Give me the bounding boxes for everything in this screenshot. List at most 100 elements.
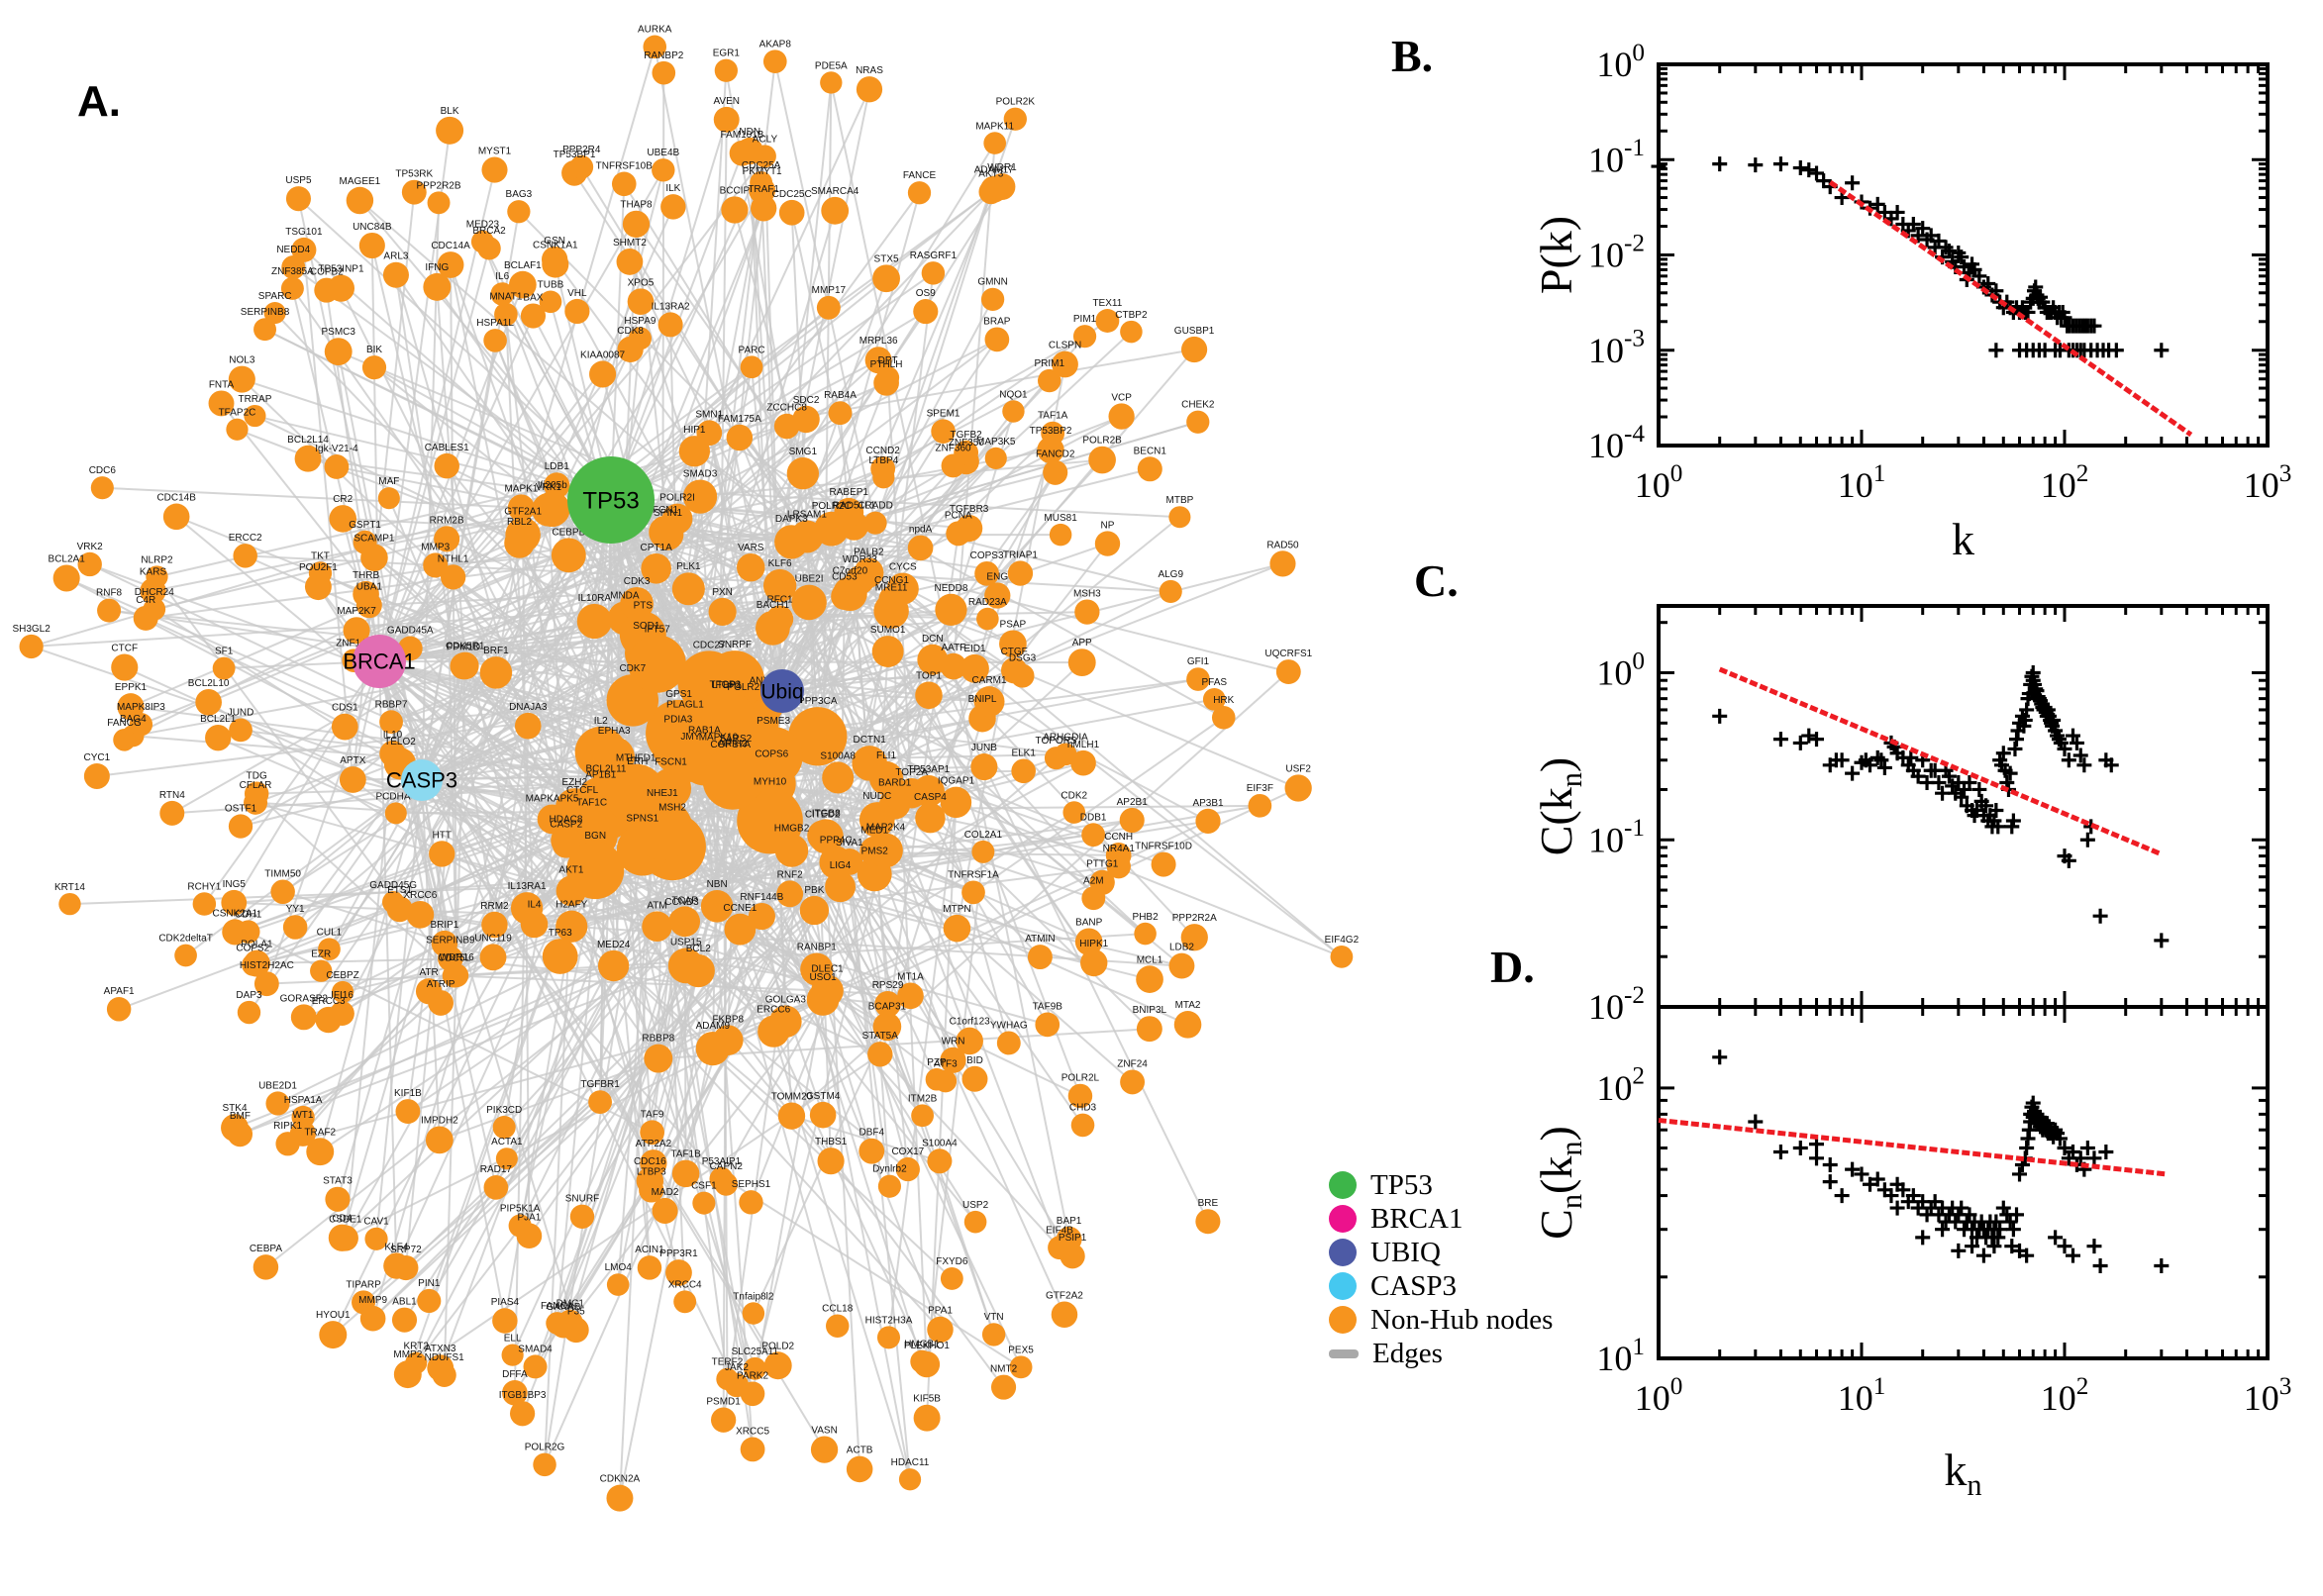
network-node-label: TAF1A <box>1038 411 1068 422</box>
svg-text:C(kn): C(kn) <box>1540 757 1588 856</box>
network-node <box>1070 1113 1095 1138</box>
network-node-label: JUNB <box>971 743 997 753</box>
network-node-label: TIMM50 <box>264 868 301 879</box>
network-node-label: NOL3 <box>229 355 255 366</box>
network-node-label: RAB4A <box>824 390 857 401</box>
node-circle-icon <box>1329 1205 1357 1233</box>
svg-text:102: 102 <box>1596 1063 1645 1108</box>
network-node-label: PKMYT1 <box>743 166 782 177</box>
network-node-label: MAPK11 <box>975 121 1014 132</box>
network-node-label: NR4A1 <box>1103 844 1136 854</box>
network-node-label: TAF1C <box>576 798 607 809</box>
network-node-label: SOD1 <box>633 621 660 632</box>
network-node <box>1168 506 1191 529</box>
network-node-label: CD4 <box>332 1214 352 1225</box>
network-node <box>427 1354 454 1382</box>
network-node <box>1120 320 1143 344</box>
network-node <box>763 1351 792 1380</box>
network-node <box>481 911 508 939</box>
network-node <box>716 1367 739 1391</box>
network-node-label: TRIAP1 <box>1003 549 1038 560</box>
network-node <box>788 707 848 766</box>
network-node-label: SCAMP1 <box>354 533 395 544</box>
network-node <box>1049 523 1072 547</box>
network-node-label: TFCP2 <box>709 679 741 690</box>
legend: TP53 BRCA1 UBIQ CASP3 Non-Hub nodes Edges <box>1329 1168 1553 1369</box>
network-node-label: CDC5L <box>438 952 470 963</box>
network-node <box>395 1099 421 1124</box>
network-node <box>1186 410 1210 434</box>
network-node <box>999 630 1027 658</box>
network-node-label: PBK <box>804 885 824 896</box>
network-node-label: STAT5A <box>862 1031 899 1042</box>
network-node <box>820 71 843 94</box>
network-node-label: RFC1 <box>766 594 793 605</box>
network-node-label: USO1 <box>809 972 837 983</box>
network-node <box>1181 336 1208 363</box>
network-node-label: MYST1 <box>478 147 512 157</box>
network-node <box>314 277 340 303</box>
hub-label-brca1: BRCA1 <box>343 649 415 674</box>
network-node <box>111 653 139 681</box>
network-node-label: ITGB1BP3 <box>499 1390 547 1401</box>
network-node <box>695 1031 730 1066</box>
network-node-labels: TP53RK KIAA0087 THAP8 CDC14B MAGEE1 DHCR24 CDC… <box>12 25 1359 1485</box>
network-node-label: CCND3 <box>664 897 699 908</box>
network-node <box>423 272 452 301</box>
network-node <box>332 1225 358 1251</box>
network-node <box>984 327 1010 352</box>
network-node <box>872 264 900 293</box>
network-node-label: MMP17 <box>812 285 847 296</box>
network-node <box>212 656 236 680</box>
network-node-label: XPO5 <box>628 277 655 288</box>
network-node <box>1044 747 1068 770</box>
fit-line-panel-C <box>1718 666 2163 857</box>
network-node-label: A2M <box>1083 875 1104 886</box>
network-node <box>566 841 625 900</box>
network-node <box>1002 400 1025 423</box>
network-node <box>551 538 586 573</box>
network-node-label: HMGB2 <box>774 823 810 834</box>
network-node <box>740 355 763 379</box>
network-node <box>1038 368 1061 393</box>
network-node-label: AKT3 <box>978 169 1003 180</box>
legend-label: TP53 <box>1370 1168 1433 1201</box>
network-node-label: PTHLH <box>870 359 903 370</box>
node-circle-icon <box>1329 1171 1357 1199</box>
network-node-label: TAF9B <box>1033 1002 1063 1013</box>
network-node <box>877 1174 901 1198</box>
network-node-label: ELL <box>504 1334 522 1345</box>
network-node-label: MAD2 <box>652 1187 679 1198</box>
svg-text:10-4: 10-4 <box>1588 421 1645 465</box>
network-node-label: WT1 <box>292 1110 314 1121</box>
network-node <box>332 980 354 1004</box>
network-node-label: RRM2 <box>480 901 509 912</box>
network-node <box>961 880 985 905</box>
network-node-label: CDK2deltaT <box>158 934 212 945</box>
network-nodes <box>19 35 1354 1512</box>
network-node-label: FKBP8 <box>712 1014 744 1025</box>
network-node-label: SRP72 <box>390 1245 422 1255</box>
network-node <box>1067 1083 1093 1109</box>
network-node <box>897 982 924 1010</box>
network-node <box>915 802 946 834</box>
network-node <box>243 949 270 977</box>
network-node-label: LDB2 <box>1169 943 1194 953</box>
network-node-label: CCNG1 <box>874 575 909 586</box>
network-node-label: CTGF <box>1001 647 1028 657</box>
network-node-label: NP <box>1101 520 1115 531</box>
network-node <box>539 290 562 314</box>
network-node-label: CRADD <box>858 501 893 512</box>
network-node-label: PTTG1 <box>1086 859 1119 870</box>
network-node <box>874 990 901 1018</box>
network-node-label: USF2 <box>1285 763 1311 774</box>
network-node-label: BRAP <box>983 316 1011 327</box>
network-node <box>828 401 853 426</box>
network-node <box>597 949 630 982</box>
network-node <box>479 944 507 971</box>
network-node-label: CDK7 <box>619 663 646 674</box>
network-node <box>331 713 358 741</box>
network-node <box>265 1091 290 1116</box>
network-node-label: SIVA1 <box>836 838 863 848</box>
network-node-label: AP3B1 <box>1192 798 1224 809</box>
